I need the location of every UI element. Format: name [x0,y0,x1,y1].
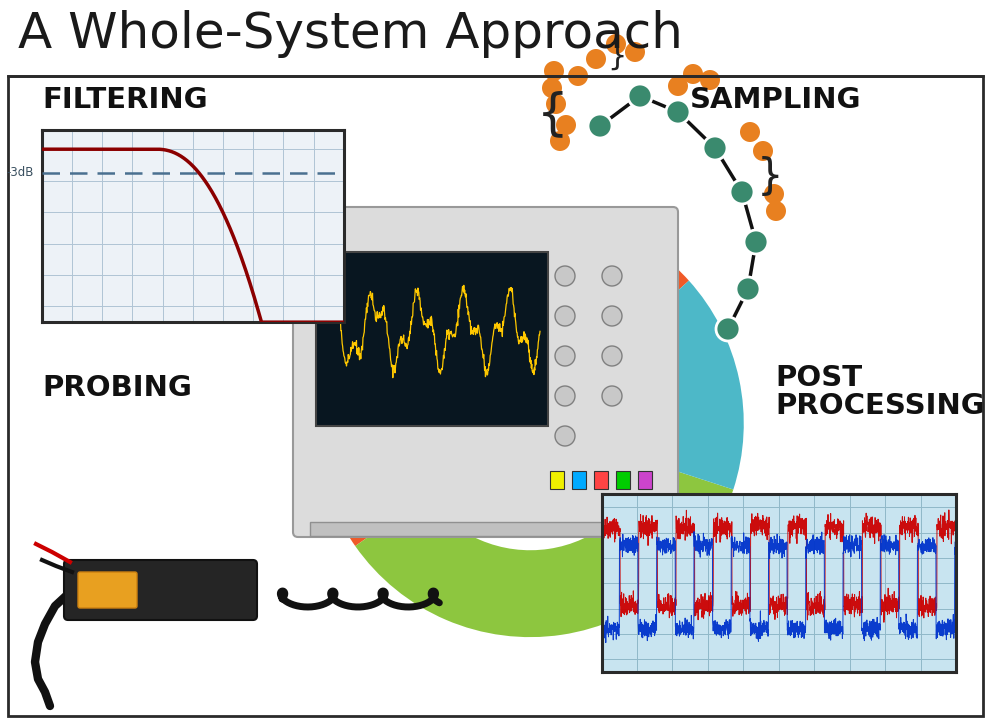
Circle shape [555,386,575,406]
Circle shape [555,266,575,286]
Circle shape [736,277,760,301]
Circle shape [588,114,612,138]
Text: PROCESSING: PROCESSING [775,392,985,420]
Bar [638,471,652,489]
Text: SAMPLING: SAMPLING [690,86,861,114]
Circle shape [666,100,690,124]
Circle shape [683,64,703,84]
Circle shape [602,306,622,326]
Circle shape [730,180,754,204]
Circle shape [586,49,606,69]
Text: PROBING: PROBING [42,374,192,402]
Circle shape [628,84,652,108]
Circle shape [550,131,570,151]
FancyBboxPatch shape [64,560,257,620]
Bar [594,471,608,489]
Bar [550,471,564,489]
Wedge shape [316,210,689,546]
Circle shape [602,386,622,406]
Text: FILTERING: FILTERING [42,86,208,114]
Circle shape [700,70,720,90]
Circle shape [602,266,622,286]
Text: }: } [757,156,783,198]
Text: A Whole-System Approach: A Whole-System Approach [18,10,683,58]
Circle shape [544,61,564,81]
Circle shape [555,346,575,366]
Bar [8,76,983,716]
Circle shape [766,201,786,221]
FancyBboxPatch shape [316,252,548,426]
Circle shape [764,184,784,204]
Circle shape [716,317,740,341]
Bar [616,471,630,489]
Wedge shape [355,463,733,637]
Circle shape [546,94,566,114]
Circle shape [555,426,575,446]
Text: }: } [607,41,626,70]
FancyBboxPatch shape [293,207,678,537]
Circle shape [606,34,626,54]
Wedge shape [624,281,744,489]
Circle shape [668,76,688,96]
FancyBboxPatch shape [78,572,137,608]
Circle shape [753,141,773,161]
Text: {: { [537,90,569,138]
Circle shape [555,306,575,326]
Circle shape [568,66,588,86]
Bar [310,522,656,536]
Text: POST: POST [775,364,862,392]
Circle shape [744,230,768,254]
Text: -3dB: -3dB [7,167,34,180]
Circle shape [703,136,727,160]
Bar [572,471,586,489]
Circle shape [542,78,562,98]
Circle shape [556,115,576,135]
Circle shape [625,42,645,62]
Circle shape [602,346,622,366]
Circle shape [740,122,760,142]
